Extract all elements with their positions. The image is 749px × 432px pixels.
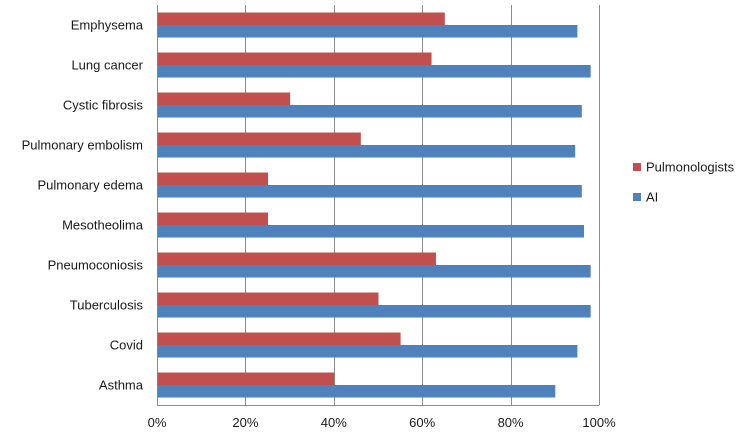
bar-pulmonologists xyxy=(157,372,335,385)
bar-pulmonologists xyxy=(157,332,401,345)
category-label: Pneumoconiosis xyxy=(48,258,144,273)
category-label: Pulmonary embolism xyxy=(22,138,143,153)
x-tick-label: 60% xyxy=(409,415,435,430)
bar-ai xyxy=(157,305,591,318)
category-labels: Emphysema Lung cancer Cystic fibrosis Pulmo… xyxy=(22,18,144,393)
bar-pulmonologists xyxy=(157,212,268,225)
bar-ai xyxy=(157,265,591,278)
bar-ai xyxy=(157,185,582,198)
bar-pulmonologists xyxy=(157,172,268,185)
category-label: Asthma xyxy=(99,378,144,393)
category-label: Lung cancer xyxy=(71,58,143,73)
bar-ai xyxy=(157,345,578,358)
x-tick-label: 100% xyxy=(582,415,616,430)
bar-pulmonologists xyxy=(157,292,379,305)
x-axis-ticks: 0% 20% 40% 60% 80% 100% xyxy=(148,415,616,430)
category-label: Covid xyxy=(110,338,143,353)
legend: Pulmonologists AI xyxy=(633,160,735,205)
category-label: Mesotheolima xyxy=(62,218,144,233)
x-tick-label: 0% xyxy=(148,415,167,430)
x-tick-label: 20% xyxy=(232,415,258,430)
bar-ai xyxy=(157,385,556,398)
bar-ai xyxy=(157,105,582,118)
legend-label: AI xyxy=(646,190,658,205)
legend-swatch xyxy=(633,163,641,171)
bar-pulmonologists xyxy=(157,52,432,65)
bar-pulmonologists xyxy=(157,12,445,25)
bar-pulmonologists xyxy=(157,252,436,265)
bars xyxy=(157,12,591,398)
legend-label: Pulmonologists xyxy=(646,160,735,175)
bar-pulmonologists xyxy=(157,92,291,105)
category-label: Cystic fibrosis xyxy=(63,98,144,113)
bar-ai xyxy=(157,25,578,38)
legend-swatch xyxy=(633,193,641,201)
category-label: Tuberculosis xyxy=(70,298,144,313)
category-label: Emphysema xyxy=(71,18,144,33)
bar-pulmonologists xyxy=(157,132,361,145)
bar-ai xyxy=(157,145,576,158)
bar-ai xyxy=(157,225,585,238)
x-tick-label: 40% xyxy=(321,415,347,430)
bar-ai xyxy=(157,65,591,78)
category-label: Pulmonary edema xyxy=(38,178,144,193)
x-tick-label: 80% xyxy=(498,415,524,430)
